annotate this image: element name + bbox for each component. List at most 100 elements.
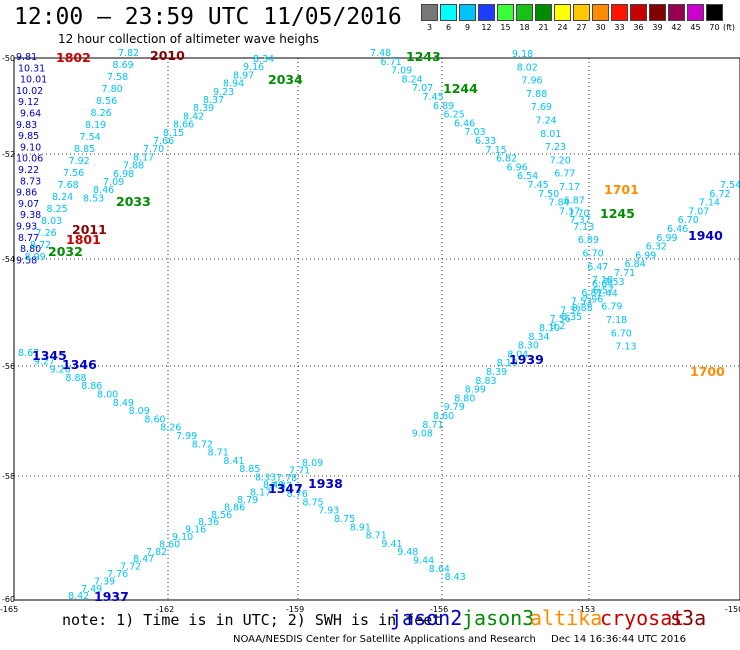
legend-cryosat: cryosat [600,606,685,630]
wave-height-value: 8.10 [497,358,518,369]
wave-height-value: 8.19 [85,120,106,131]
wave-height-value: 7.49 [81,584,102,595]
scale-label: 24 [557,23,568,32]
wave-height-value: 6.89 [433,101,454,112]
wave-height-value: 8.85 [239,464,260,475]
wave-height-value: 8.71 [366,531,387,542]
wave-height-value: 7.15 [486,145,507,156]
scale-label: 45 [690,23,701,32]
wave-height-value: 8.26 [160,423,181,434]
wave-height-value: 7.18 [606,315,627,326]
y-tick-label: -50 [2,54,15,63]
time-label: 1701 [604,182,639,197]
wave-height-value: 9.93 [16,222,37,233]
wave-height-value: 6.33 [475,136,496,147]
wave-height-value: 8.60 [433,411,454,422]
wave-height-value: 9.10 [20,142,41,153]
wave-height-value: 7.56 [63,168,84,179]
wave-height-value: 8.73 [20,176,41,187]
wave-height-value: 8.80 [20,244,41,255]
wave-height-value: 8.01 [540,129,561,140]
wave-height-value: 7.93 [318,506,339,517]
time-label: 1700 [690,364,725,379]
scale-swatch [478,4,495,21]
wave-height-value: 8.42 [68,591,89,602]
wave-height-value: 7.71 [614,268,635,279]
scale-label: 18 [519,23,530,32]
y-tick-label: -58 [2,472,15,481]
wave-height-value: 7.17 [559,206,580,217]
wave-height-value: 8.75 [334,514,355,525]
legend-s3a: s3a [670,606,707,630]
wave-height-value: 9.83 [16,120,37,131]
wave-height-value: 8.15 [163,128,184,139]
wave-height-value: 7.50 [538,189,559,200]
wave-height-value: 6.72 [709,189,730,200]
wave-height-value: 7.18 [592,275,613,286]
time-label: 1347 [268,481,303,496]
scale-label: 12 [481,23,492,32]
wave-height-value: 8.33 [255,473,276,484]
wave-height-value: 7.70 [568,209,589,220]
legend-jason3: jason3 [462,606,535,630]
wave-height-value: 8.71 [208,448,229,459]
wave-height-value: 7.68 [58,180,79,191]
wave-height-value: 6.81 [581,288,602,299]
wave-height-value: 8.91 [350,522,371,533]
scale-swatch [440,4,457,21]
wave-height-value: 8.49 [263,480,284,491]
scale-swatch [459,4,476,21]
wave-height-value: 7.54 [720,180,740,191]
wave-height-value: 8.35 [561,312,582,323]
wave-height-value: 10.06 [16,154,43,165]
wave-height-value: 10.31 [18,63,45,74]
scale-swatch [668,4,685,21]
wave-height-value: 8.43 [445,572,466,583]
wave-height-value: 9.48 [397,547,418,558]
wave-height-value: 8.60 [159,539,180,550]
wave-height-value: 6.96 [507,162,528,173]
wave-height-value: 7.84 [549,198,570,209]
wave-height-value: 8.24 [402,74,423,85]
wave-height-value: 7.39 [94,576,115,587]
wave-height-value: 7.88 [123,161,144,172]
wave-height-value: 8.25 [47,204,68,215]
legend-jason2: jason2 [390,606,463,630]
wave-height-value: 8.80 [454,393,475,404]
scale-label: 15 [500,23,511,32]
wave-height-value: 8.97 [233,70,254,81]
wave-height-value: 9.10 [172,532,193,543]
generated-timestamp: Dec 14 16:36:44 UTC 2016 [551,634,686,645]
wave-height-value: 9.26 [50,365,71,376]
scale-label: 33 [614,23,625,32]
wave-height-value: 7.13 [573,222,594,233]
wave-height-value: 6.89 [578,235,599,246]
wave-height-value: 8.56 [211,510,232,521]
wave-height-value: 10.01 [20,75,47,86]
wave-height-value: 8.64 [429,564,450,575]
wave-height-value: 7.20 [550,155,571,166]
wave-height-value: 6.71 [381,57,402,68]
wave-height-value: 9.85 [18,131,39,142]
wave-height-value: 9.58 [16,255,37,266]
wave-height-value: 7.88 [526,89,547,100]
wave-height-value: 7.26 [36,228,57,239]
wave-height-value: 8.53 [83,193,104,204]
wave-height-value: 6.84 [625,259,646,270]
time-label: 2011 [72,222,107,237]
wave-height-value: 8.60 [144,414,165,425]
wave-height-value: 8.37 [203,95,224,106]
wave-height-value: 7.78 [276,473,297,484]
wave-height-value: 7.96 [582,294,603,305]
wave-height-value: 8.34 [253,54,274,65]
wave-height-value: 8.04 [507,349,528,360]
scale-unit: (ft) [723,23,736,32]
wave-height-value: 8.83 [475,376,496,387]
wave-height-value: 6.32 [646,242,667,253]
wave-height-value: 7.13 [615,342,636,353]
scale-label: 21 [538,23,549,32]
scale-swatch [649,4,666,21]
scale-swatch [630,4,647,21]
wave-height-value: 7.53 [571,297,592,308]
